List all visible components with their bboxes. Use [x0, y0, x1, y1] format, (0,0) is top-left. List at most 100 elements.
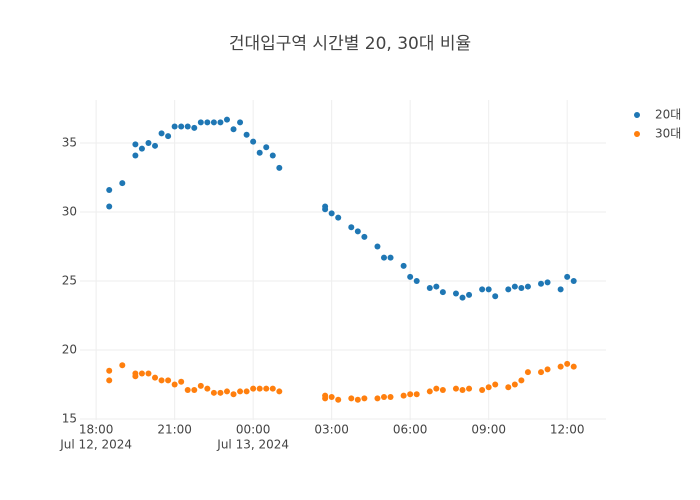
- data-point: [387, 393, 394, 400]
- data-point: [152, 142, 159, 149]
- data-point: [178, 123, 185, 130]
- data-point: [250, 385, 257, 392]
- data-point: [511, 283, 518, 290]
- data-point: [178, 378, 185, 385]
- data-point: [263, 144, 270, 151]
- data-point: [138, 145, 145, 152]
- data-point: [479, 286, 486, 293]
- data-point: [256, 149, 263, 156]
- data-point: [439, 289, 446, 296]
- data-point: [433, 385, 440, 392]
- x-tick-label: Jul 13, 2024: [216, 438, 289, 452]
- data-point: [171, 381, 178, 388]
- legend-label: 20대: [655, 108, 681, 122]
- data-point: [505, 384, 512, 391]
- data-point: [407, 391, 414, 398]
- data-point: [158, 377, 165, 384]
- data-point: [354, 396, 361, 403]
- data-point: [138, 370, 145, 377]
- x-tick-label: 18:00: [79, 423, 114, 437]
- data-point: [132, 141, 139, 148]
- data-point: [210, 119, 217, 126]
- data-point: [348, 224, 355, 231]
- data-point: [439, 387, 446, 394]
- data-point: [322, 206, 329, 213]
- data-point: [557, 363, 564, 370]
- data-point: [106, 377, 113, 384]
- legend-label: 30대: [655, 127, 681, 141]
- data-point: [328, 210, 335, 217]
- data-point: [237, 388, 244, 395]
- data-point: [479, 387, 486, 394]
- data-point: [459, 294, 466, 301]
- data-point: [322, 392, 329, 399]
- data-point: [145, 140, 152, 147]
- data-point: [276, 388, 283, 395]
- data-point: [380, 393, 387, 400]
- data-point: [538, 280, 545, 287]
- data-point: [354, 228, 361, 235]
- data-point: [250, 138, 257, 145]
- data-point: [217, 119, 224, 126]
- data-point: [400, 262, 407, 269]
- data-point: [452, 385, 459, 392]
- data-point: [433, 283, 440, 290]
- data-point: [492, 293, 499, 300]
- data-point: [570, 363, 577, 370]
- data-point: [485, 286, 492, 293]
- y-tick-label: 25: [62, 274, 77, 288]
- y-tick-label: 20: [62, 343, 77, 357]
- data-point: [230, 391, 237, 398]
- data-point: [413, 391, 420, 398]
- data-point: [191, 124, 198, 131]
- x-tick-label: 09:00: [471, 423, 506, 437]
- data-point: [119, 362, 126, 369]
- data-point: [328, 393, 335, 400]
- data-point: [237, 119, 244, 126]
- y-tick-label: 15: [62, 412, 77, 426]
- data-point: [204, 385, 211, 392]
- x-tick-label: 21:00: [157, 423, 192, 437]
- data-point: [217, 389, 224, 396]
- data-point: [544, 279, 551, 286]
- data-point: [374, 395, 381, 402]
- data-point: [452, 290, 459, 297]
- data-point: [564, 273, 571, 280]
- data-point: [119, 180, 126, 187]
- data-point: [524, 283, 531, 290]
- data-point: [518, 377, 525, 384]
- x-tick-label: 03:00: [314, 423, 349, 437]
- data-point: [276, 164, 283, 171]
- data-point: [426, 388, 433, 395]
- data-point: [243, 388, 250, 395]
- y-tick-label: 30: [62, 205, 77, 219]
- data-point: [263, 385, 270, 392]
- data-point: [564, 360, 571, 367]
- data-point: [413, 278, 420, 285]
- x-tick-label: 00:00: [236, 423, 271, 437]
- data-point: [184, 387, 191, 394]
- data-point: [335, 214, 342, 221]
- data-point: [374, 243, 381, 250]
- data-point: [197, 382, 204, 389]
- data-point: [538, 369, 545, 376]
- data-point: [505, 286, 512, 293]
- data-point: [466, 291, 473, 298]
- data-point: [570, 278, 577, 285]
- data-point: [511, 381, 518, 388]
- data-point: [106, 367, 113, 374]
- x-tick-label: 06:00: [393, 423, 428, 437]
- data-point: [106, 203, 113, 210]
- data-point: [459, 387, 466, 394]
- data-point: [400, 392, 407, 399]
- x-tick-label: Jul 12, 2024: [59, 438, 132, 452]
- data-point: [158, 130, 165, 137]
- data-point: [243, 131, 250, 138]
- data-point: [106, 186, 113, 193]
- data-point: [524, 369, 531, 376]
- data-point: [165, 377, 172, 384]
- x-tick-label: 12:00: [550, 423, 585, 437]
- data-point: [518, 284, 525, 291]
- data-point: [256, 385, 263, 392]
